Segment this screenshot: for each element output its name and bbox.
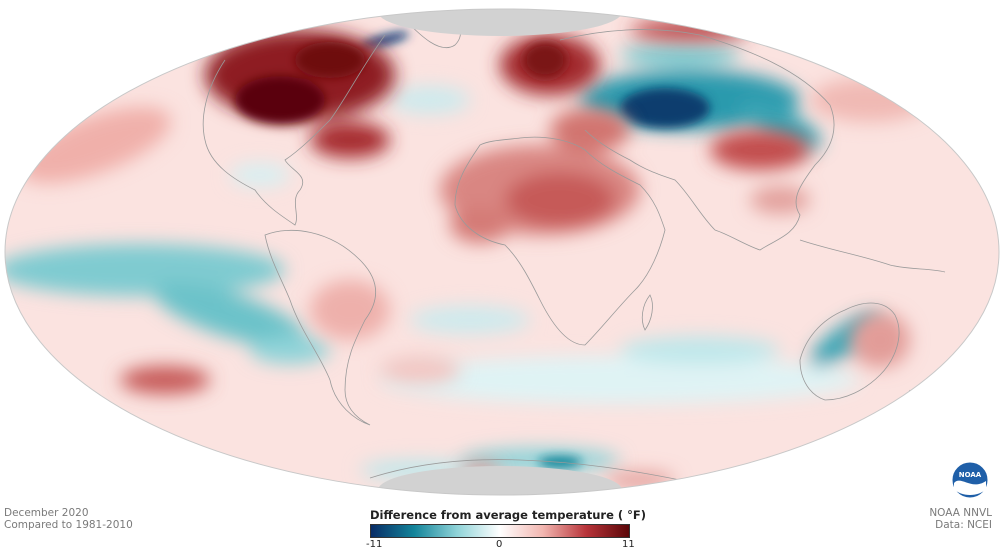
source-line-1: NOAA NNVL [929, 507, 992, 519]
southeast-asia-islands-outline [799, 239, 946, 273]
noaa-logo-icon: NOAA [951, 461, 989, 503]
north-america-outline [202, 34, 386, 226]
extreme-positive-regions [235, 42, 567, 124]
antarctica-outline [369, 459, 681, 481]
legend-max-label: 11 [622, 539, 635, 550]
legend-title: Difference from average temperature ( °F… [370, 508, 646, 522]
asia-outline [559, 29, 835, 251]
temperature-anomaly-map [4, 8, 1000, 496]
legend-color-bar [370, 524, 630, 538]
legend-ticks: -11 0 11 [366, 538, 635, 552]
legend-min-label: -11 [366, 539, 383, 550]
noaa-logo-text: NOAA [959, 471, 982, 479]
europe-africa-outline [454, 136, 666, 346]
antarctic-no-data-cap [378, 466, 622, 495]
map-info: December 2020 Compared to 1981-2010 [4, 507, 133, 531]
south-america-outline [264, 229, 377, 426]
color-legend: Difference from average temperature ( °F… [366, 508, 646, 552]
arctic-no-data-cap [378, 9, 622, 36]
madagascar-outline [641, 294, 653, 331]
baseline-label: Compared to 1981-2010 [4, 519, 133, 531]
date-label: December 2020 [4, 507, 89, 519]
source-info: NOAA NNVL Data: NCEI [929, 507, 992, 531]
australia-outline [799, 302, 900, 401]
negative-anomaly-regions [5, 43, 881, 480]
legend-mid-label: 0 [496, 539, 503, 550]
continent-outlines [202, 14, 946, 481]
globe-outline [4, 8, 1000, 496]
source-line-2: Data: NCEI [935, 519, 992, 531]
